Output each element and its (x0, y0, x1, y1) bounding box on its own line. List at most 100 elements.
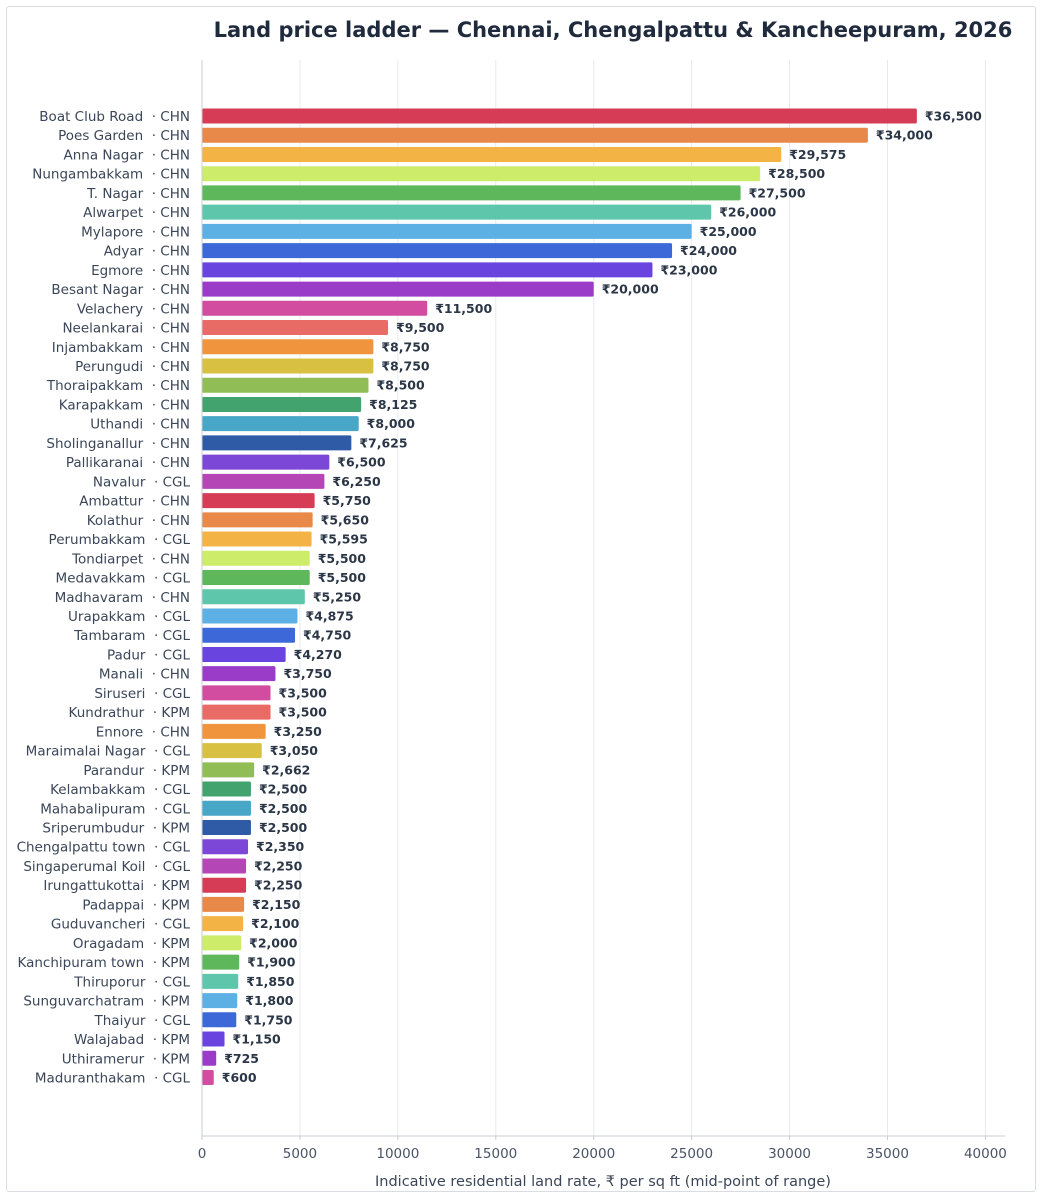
bar (202, 627, 296, 643)
value-label: ₹8,125 (369, 397, 417, 412)
category-label: Kelambakkam · CGL (50, 782, 190, 798)
category-label: Poes Garden · CHN (58, 128, 190, 144)
value-label: ₹27,500 (749, 185, 806, 200)
category-label: Maraimalai Nagar · CGL (26, 744, 191, 760)
bar (202, 954, 240, 970)
value-label: ₹2,500 (259, 801, 308, 816)
bar (202, 281, 594, 297)
category-label: Uthiramerur · KPM (62, 1051, 190, 1067)
value-label: ₹2,500 (259, 782, 308, 797)
x-tick-label: 15000 (474, 1146, 517, 1162)
category-label: Kundrathur · KPM (69, 705, 190, 721)
category-label: Sholinganallur · CHN (46, 436, 190, 452)
bar (202, 204, 712, 220)
value-label: ₹6,500 (337, 455, 386, 470)
value-label: ₹5,500 (318, 570, 367, 585)
category-label: Perungudi · CHN (75, 359, 190, 375)
bar (202, 185, 741, 201)
bar (202, 300, 428, 316)
category-label: Uthandi · CHN (90, 417, 190, 433)
value-label: ₹34,000 (876, 128, 933, 143)
value-label: ₹11,500 (435, 301, 492, 316)
bar (202, 435, 352, 451)
category-label: Padur · CGL (107, 647, 191, 663)
category-label: Besant Nagar · CHN (51, 282, 190, 298)
bar (202, 743, 262, 759)
bar (202, 262, 653, 278)
category-label: Maduranthakam · CGL (35, 1071, 191, 1087)
bar (202, 416, 359, 432)
category-label: Ennore · CHN (96, 724, 190, 740)
bar (202, 762, 255, 778)
value-label: ₹2,662 (262, 762, 310, 777)
bar (202, 858, 247, 874)
category-label: Mylapore · CHN (81, 224, 190, 240)
bar (202, 839, 249, 855)
bar (202, 127, 868, 143)
value-label: ₹25,000 (700, 224, 757, 239)
x-tick-label: 10000 (376, 1146, 419, 1162)
value-label: ₹4,875 (305, 608, 353, 623)
bar (202, 512, 313, 528)
bar (202, 108, 917, 124)
category-label: Oragadam · KPM (73, 936, 190, 952)
value-label: ₹725 (224, 1051, 259, 1066)
value-label: ₹1,150 (233, 1032, 282, 1047)
value-label: ₹3,500 (279, 685, 328, 700)
x-tick-label: 0 (198, 1146, 207, 1162)
value-label: ₹24,000 (680, 243, 737, 258)
value-label: ₹2,350 (256, 839, 305, 854)
value-label: ₹6,250 (332, 474, 381, 489)
category-label: Chengalpattu town · CGL (17, 840, 191, 856)
bar (202, 320, 389, 336)
category-label: Mahabalipuram · CGL (40, 801, 190, 817)
value-label: ₹3,050 (270, 743, 319, 758)
bar (202, 377, 369, 393)
x-tick-label: 20000 (572, 1146, 615, 1162)
bar (202, 800, 251, 816)
value-label: ₹9,500 (396, 320, 445, 335)
category-label: Kanchipuram town · KPM (17, 955, 190, 971)
bar (202, 704, 271, 720)
bar (202, 916, 244, 932)
bar (202, 935, 242, 951)
value-label: ₹5,595 (320, 532, 368, 547)
bar (202, 493, 315, 509)
value-label: ₹8,750 (381, 339, 430, 354)
category-label: Karapakkam · CHN (59, 397, 190, 413)
category-label: Alwarpet · CHN (83, 205, 190, 221)
value-label: ₹1,850 (246, 974, 295, 989)
bar (202, 685, 271, 701)
category-label: Guduvancheri · CGL (51, 917, 191, 933)
value-label: ₹8,000 (367, 416, 416, 431)
value-label: ₹2,150 (252, 897, 301, 912)
bar (202, 896, 245, 912)
x-tick-label: 5000 (283, 1146, 317, 1162)
category-label: Siruseri · CGL (94, 686, 190, 702)
bar (202, 531, 312, 547)
value-label: ₹1,800 (245, 993, 294, 1008)
category-label: Anna Nagar · CHN (63, 147, 190, 163)
bar (202, 723, 266, 739)
value-label: ₹1,900 (247, 955, 296, 970)
value-label: ₹3,750 (283, 666, 332, 681)
value-label: ₹3,250 (274, 724, 323, 739)
category-label: Thaiyur · CGL (94, 1013, 191, 1029)
gridlines (299, 60, 986, 1136)
value-label: ₹3,500 (279, 705, 328, 720)
category-label: Thiruporur · CGL (73, 974, 190, 990)
bar (202, 1031, 225, 1047)
bar (202, 223, 692, 239)
bar (202, 1012, 237, 1028)
category-label: Tambaram · CGL (73, 628, 190, 644)
bar (202, 820, 251, 836)
x-tick-label: 30000 (768, 1146, 811, 1162)
value-label: ₹7,625 (359, 435, 407, 450)
category-label: Sriperumbudur · KPM (42, 821, 190, 837)
value-label: ₹8,500 (376, 378, 425, 393)
bar (202, 358, 374, 374)
x-tick-label: 40000 (964, 1146, 1007, 1162)
value-label: ₹28,500 (768, 166, 825, 181)
value-label: ₹20,000 (602, 282, 659, 297)
